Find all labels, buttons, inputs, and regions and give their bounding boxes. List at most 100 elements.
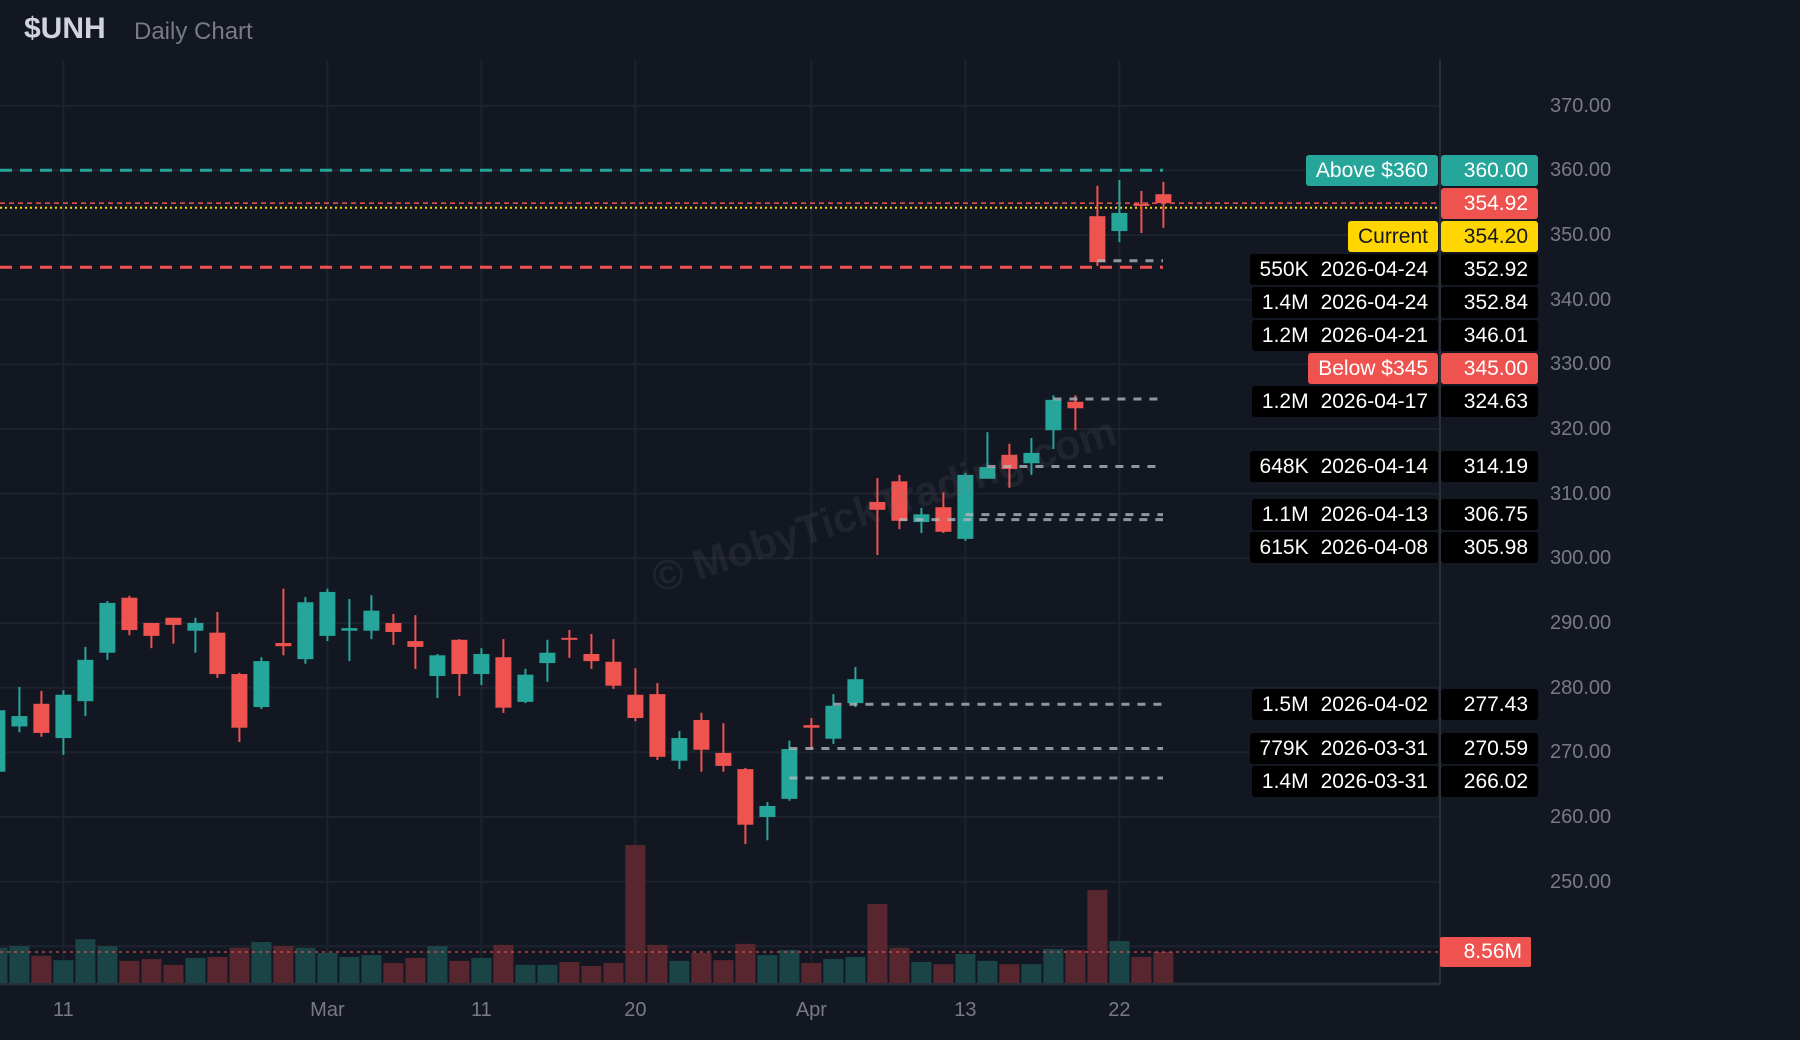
volume-bar [449, 960, 470, 983]
candle-body [671, 738, 688, 761]
candle-body [187, 622, 204, 631]
marker-label[interactable]: 615K 2026-04-08 [1249, 532, 1438, 564]
x-tick-label: 11 [53, 999, 74, 1021]
volume-bar [141, 959, 162, 983]
volume-bar [0, 947, 8, 983]
marker-price-tag: 346.01 [1441, 319, 1538, 351]
candle-body [55, 694, 72, 739]
marker-price-tag: 270.59 [1441, 732, 1538, 764]
candle-body [517, 674, 534, 702]
volume-price-tag: 8.56M [1440, 937, 1531, 967]
volume-bar [31, 955, 52, 983]
marker-volume: 779K [1259, 736, 1309, 760]
y-tick-label: 330.00 [1550, 353, 1612, 376]
candle-body [143, 622, 160, 636]
candle-body [583, 654, 600, 662]
volume-bar [9, 946, 30, 983]
volume-bar [471, 958, 492, 983]
last-price-price-tag: 354.92 [1441, 187, 1538, 219]
y-tick-label: 320.00 [1550, 417, 1612, 440]
volume-bar [889, 947, 910, 983]
y-tick-label: 250.00 [1550, 870, 1612, 893]
candle-body [1045, 399, 1062, 431]
y-tick-label: 290.00 [1550, 611, 1612, 634]
candle-body [385, 622, 402, 633]
volume-bar [339, 956, 360, 983]
marker-lines [789, 259, 1163, 780]
volume-bar [273, 946, 294, 983]
candle-body [957, 474, 974, 539]
marker-label[interactable]: 779K 2026-03-31 [1249, 732, 1438, 764]
y-tick-label: 260.00 [1550, 805, 1612, 828]
volume-bar [1131, 956, 1152, 983]
alert-above-label[interactable]: Above $360 [1305, 154, 1438, 186]
volume-bar [801, 963, 822, 983]
candle-body [561, 637, 578, 640]
candle-body [319, 591, 336, 636]
volume-bar [647, 944, 668, 983]
volume-bar [251, 942, 272, 983]
marker-volume: 550K [1259, 257, 1309, 281]
marker-label[interactable]: 550K 2026-04-24 [1249, 253, 1438, 285]
candle-body [275, 643, 292, 647]
marker-price-tag: 305.98 [1441, 532, 1538, 564]
marker-volume: 615K [1259, 536, 1309, 560]
candle-body [473, 654, 490, 675]
y-tick-label: 310.00 [1550, 482, 1612, 505]
y-tick-label: 270.00 [1550, 741, 1612, 764]
volume-bar [977, 960, 998, 983]
ticker-symbol: $UNH [24, 12, 106, 45]
marker-label[interactable]: 648K 2026-04-14 [1249, 451, 1438, 483]
marker-label[interactable]: 1.5M 2026-04-02 [1251, 688, 1438, 720]
candle-body [1133, 203, 1150, 206]
candle-body [781, 749, 798, 799]
candle-body [759, 805, 776, 817]
marker-date: 2026-04-14 [1320, 455, 1428, 479]
level-lines [0, 168, 1440, 953]
volume-bar [97, 946, 118, 983]
grid-lines [0, 60, 1441, 986]
candle-body [1111, 212, 1128, 232]
marker-price-tag: 314.19 [1441, 451, 1538, 483]
marker-price-tag: 277.43 [1441, 688, 1538, 720]
candle-body [869, 502, 886, 510]
volume-bar [999, 964, 1020, 983]
marker-label[interactable]: 1.2M 2026-04-21 [1251, 319, 1438, 351]
candle-body [495, 657, 512, 708]
current-price-label[interactable]: Current [1347, 220, 1438, 252]
volume-bar [119, 960, 140, 983]
volume-bar [295, 947, 316, 983]
marker-date: 2026-04-13 [1320, 503, 1428, 527]
alert-below-label[interactable]: Below $345 [1308, 352, 1438, 384]
candle-body [737, 769, 754, 825]
candle-body [33, 703, 50, 733]
volume-bar [515, 964, 536, 983]
current-price-price-tag: 354.20 [1441, 220, 1538, 252]
marker-label[interactable]: 1.2M 2026-04-17 [1251, 385, 1438, 417]
candle-body [209, 632, 226, 675]
marker-price-tag: 352.92 [1441, 253, 1538, 285]
candle-body [77, 659, 94, 702]
candle-body [1067, 401, 1084, 409]
volume-bar [691, 952, 712, 983]
marker-volume: 1.5M [1261, 692, 1309, 716]
volume-bar [559, 961, 580, 983]
volume-bar [207, 956, 228, 983]
marker-volume: 1.2M [1261, 389, 1309, 413]
marker-volume: 1.2M [1261, 323, 1309, 347]
candle-body [231, 674, 248, 728]
volume-bar [1021, 964, 1042, 983]
marker-volume: 1.1M [1261, 503, 1309, 527]
marker-label[interactable]: 1.4M 2026-04-24 [1251, 286, 1438, 318]
volume-bar [845, 956, 866, 983]
volume-bar [1043, 948, 1064, 983]
volume-bar [163, 964, 184, 983]
candle-body [649, 694, 666, 757]
marker-label[interactable]: 1.1M 2026-04-13 [1251, 499, 1438, 531]
volume-bar [1087, 889, 1108, 983]
volume-bar [955, 954, 976, 983]
y-tick-label: 280.00 [1550, 676, 1612, 699]
marker-label[interactable]: 1.4M 2026-03-31 [1251, 765, 1438, 797]
candle-body [891, 481, 908, 521]
